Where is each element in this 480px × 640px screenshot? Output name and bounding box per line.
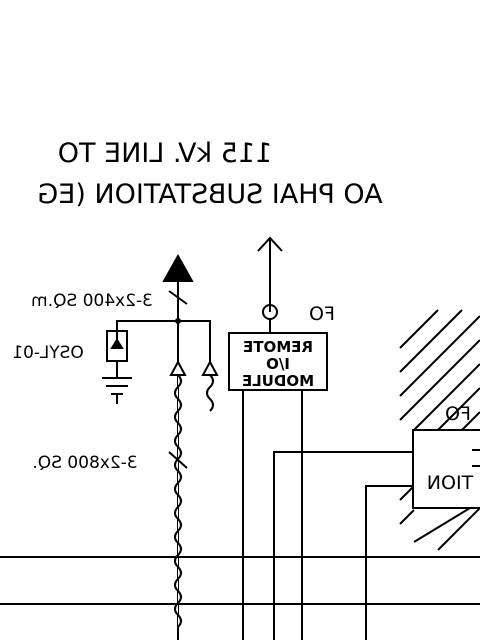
cable-tick-upper xyxy=(168,290,188,305)
title-line-1: 115 kV. LINE TO xyxy=(58,138,273,169)
cable-head-icon-2 xyxy=(169,359,187,376)
arrow-up-icon xyxy=(257,236,283,252)
substation-partial-label: TION xyxy=(427,472,474,494)
wire-to-substation-1 xyxy=(273,451,413,640)
title-line-2: AO PHAI SUBSTATION (EG xyxy=(37,179,382,210)
arrester-label: OSYL-01 xyxy=(12,343,84,363)
wire-to-substation-2 xyxy=(365,485,413,640)
fo-label-right: FO xyxy=(445,403,471,425)
line-terminal-triangle xyxy=(162,253,194,282)
hatched-area xyxy=(399,309,480,551)
remote-io-line3: MODULE xyxy=(242,372,314,390)
remote-io-line2: I/O xyxy=(266,355,290,373)
cable-lower-label: 3-2x800 SQ. xyxy=(32,453,137,473)
fo-label-top: FO xyxy=(309,303,335,325)
cable-upper-label: 3-2x400 SQ.m xyxy=(31,291,153,311)
arrester-branch xyxy=(116,320,211,362)
cable-wave-main xyxy=(174,374,182,628)
junction-dot xyxy=(175,318,181,324)
cable-head-icon-1 xyxy=(201,359,219,376)
remote-io-box xyxy=(228,332,328,391)
substation-box xyxy=(412,429,480,509)
remote-io-line1: REMOTE xyxy=(243,338,313,356)
cable-tick-lower xyxy=(168,451,188,469)
cable-wave-short xyxy=(206,374,214,412)
arrester-arrow-icon xyxy=(110,338,124,349)
mirrored-drawing: 115 kV. LINE TO AO PHAI SUBSTATION (EG F… xyxy=(0,138,480,640)
